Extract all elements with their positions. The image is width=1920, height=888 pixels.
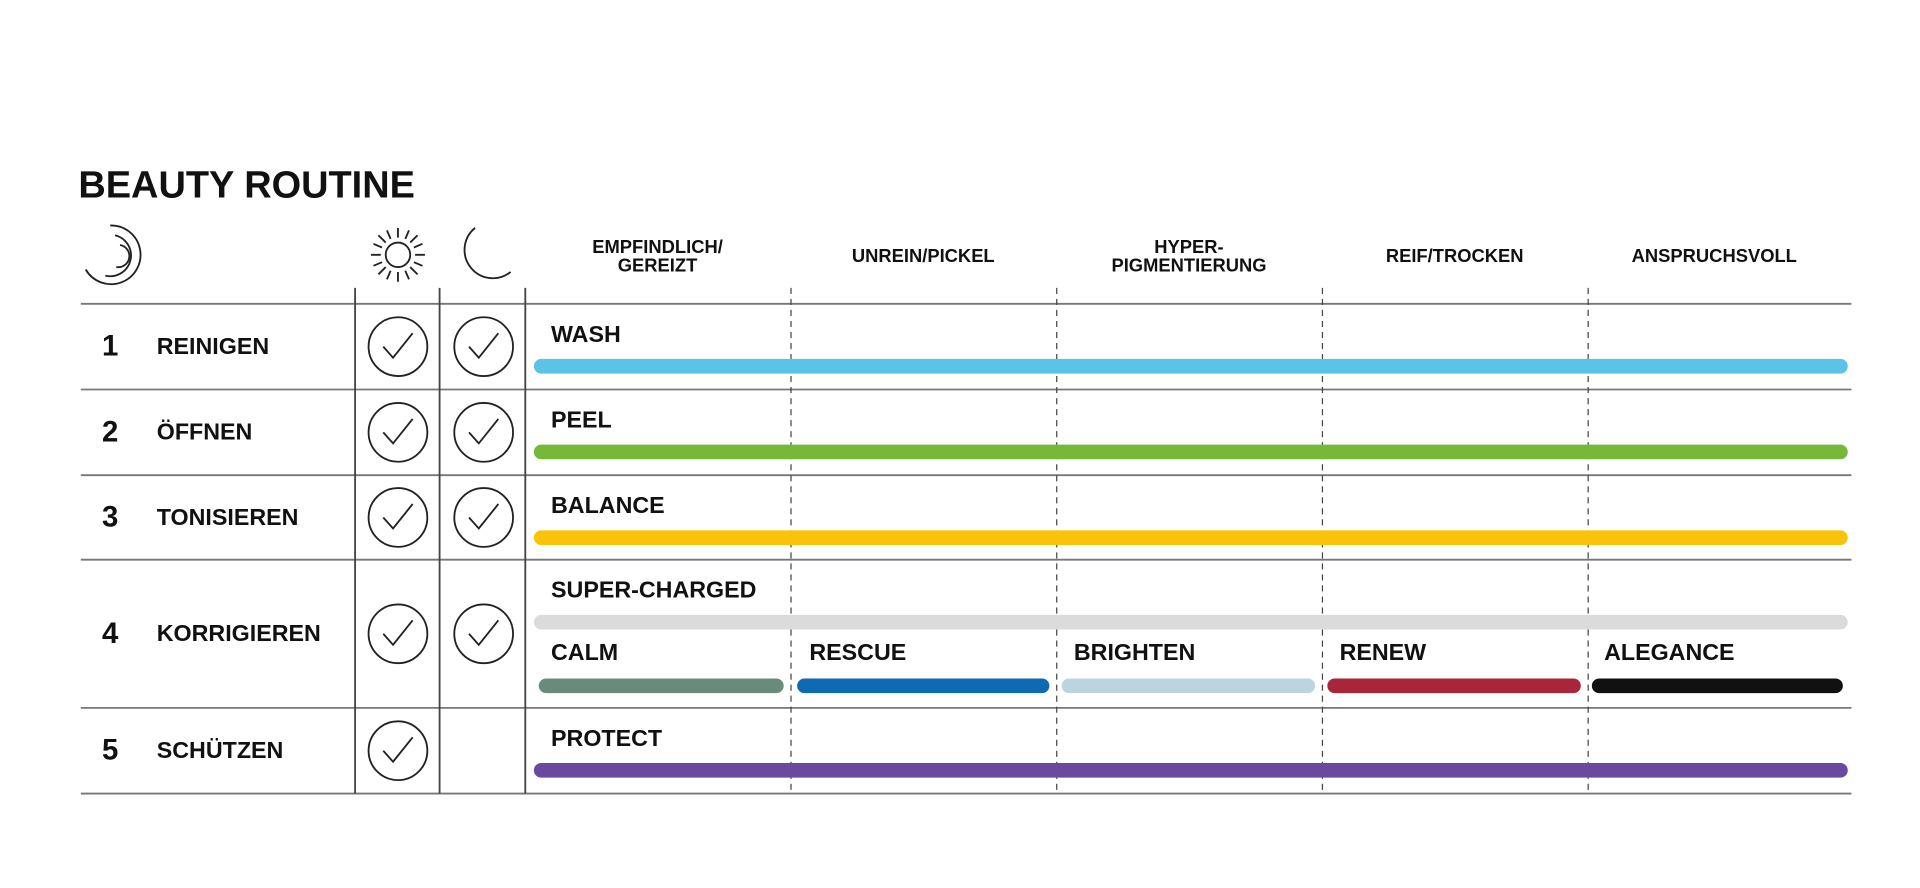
variant-name: BRIGHTEN xyxy=(1074,639,1195,665)
night-check xyxy=(453,603,514,665)
column-header: REIF/TROCKEN xyxy=(1386,245,1524,266)
step-number: 5 xyxy=(102,734,118,767)
column-header: PIGMENTIERUNG xyxy=(1111,254,1266,275)
variant-name: RENEW xyxy=(1340,639,1427,665)
moon-icon xyxy=(463,227,512,280)
day-check xyxy=(367,720,429,782)
day-check xyxy=(367,603,429,665)
spiral-icon xyxy=(84,224,142,286)
night-check xyxy=(453,487,514,548)
product-name: BALANCE xyxy=(551,492,665,518)
column-header: GEREIZT xyxy=(618,254,698,275)
step-label: ÖFFNEN xyxy=(157,419,253,445)
night-check xyxy=(468,332,500,360)
step-number: 2 xyxy=(102,415,118,448)
variant-name: ALEGANCE xyxy=(1604,639,1734,665)
day-check xyxy=(367,316,429,377)
step-label: TONISIEREN xyxy=(157,504,299,530)
column-header: EMPFINDLICH/ xyxy=(592,236,723,257)
sun-icon xyxy=(371,227,425,282)
step-number: 1 xyxy=(102,330,118,363)
title: BEAUTY ROUTINE xyxy=(78,165,415,207)
product-name: PROTECT xyxy=(551,725,662,751)
product-name: SUPER-CHARGED xyxy=(551,577,756,603)
day-check xyxy=(367,487,429,548)
product-name: PEEL xyxy=(551,406,612,432)
night-check xyxy=(468,619,500,647)
day-check xyxy=(382,418,414,445)
column-header: ANSPRUCHSVOLL xyxy=(1632,245,1797,266)
column-header: UNREIN/PICKEL xyxy=(852,245,995,266)
step-label: SCHÜTZEN xyxy=(157,737,284,763)
step-label: REINIGEN xyxy=(157,333,269,359)
step-number: 4 xyxy=(102,617,119,650)
day-check xyxy=(367,402,429,463)
step-number: 3 xyxy=(102,500,118,533)
column-header: HYPER- xyxy=(1154,236,1223,257)
night-check xyxy=(468,418,500,445)
step-label: KORRIGIEREN xyxy=(157,620,321,646)
day-check xyxy=(382,619,414,647)
product-name: WASH xyxy=(551,321,621,347)
day-check xyxy=(382,503,414,530)
variant-name: RESCUE xyxy=(809,639,906,665)
day-check xyxy=(382,736,414,764)
night-check xyxy=(453,316,514,377)
day-check xyxy=(382,332,414,360)
variant-name: CALM xyxy=(551,639,618,665)
night-check xyxy=(453,402,514,463)
night-check xyxy=(468,503,500,530)
